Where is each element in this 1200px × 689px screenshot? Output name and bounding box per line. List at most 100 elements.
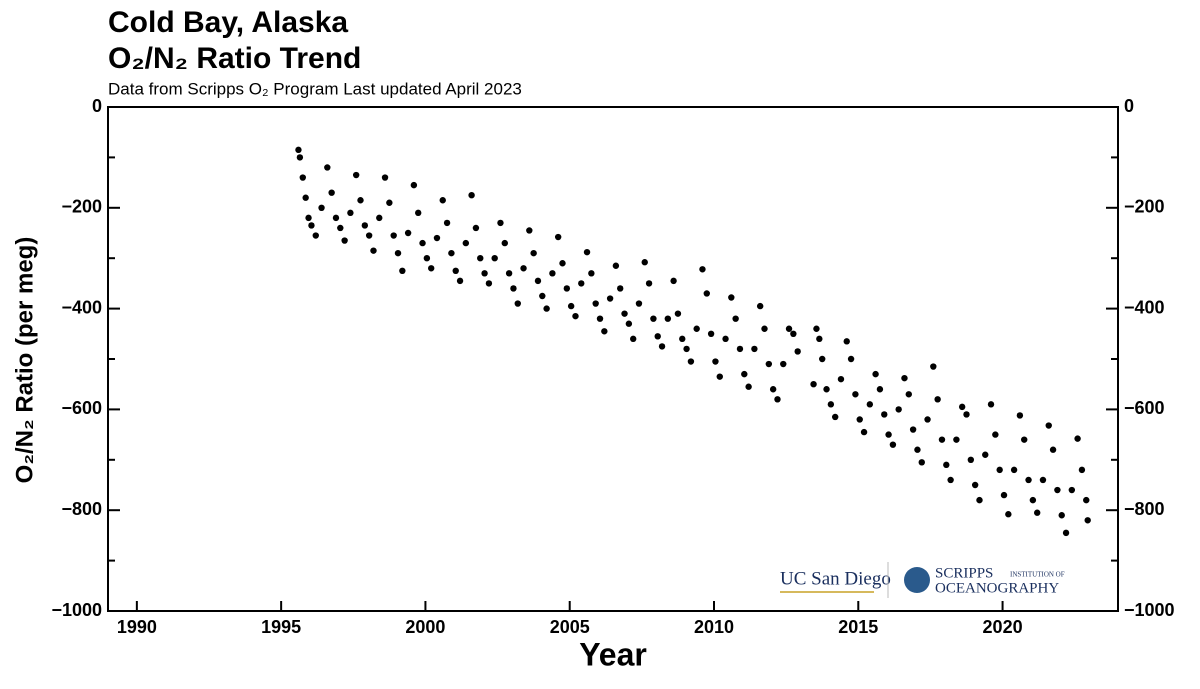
data-point (866, 401, 874, 408)
y2-tick-label: −800 (1124, 499, 1165, 519)
data-point (756, 302, 764, 310)
data-point (810, 381, 817, 388)
data-point (415, 209, 422, 217)
data-point (337, 224, 344, 232)
data-point (390, 232, 397, 239)
data-point (399, 267, 406, 274)
data-point (645, 280, 653, 287)
data-point (630, 335, 637, 343)
data-point (658, 343, 666, 350)
data-point (617, 285, 624, 292)
x-tick-label: 2005 (550, 617, 590, 637)
data-point (712, 358, 719, 365)
data-point (296, 154, 304, 161)
y2-tick-label: 0 (1124, 96, 1134, 116)
y2-tick-label: −200 (1124, 197, 1165, 217)
data-point (1078, 466, 1086, 474)
data-point (679, 335, 686, 343)
data-point (953, 436, 960, 443)
data-point (761, 325, 768, 332)
data-point (1084, 517, 1091, 524)
data-point (1058, 512, 1065, 519)
data-point (992, 431, 999, 438)
data-point (856, 416, 863, 423)
data-point (481, 270, 488, 277)
data-point (745, 383, 752, 390)
data-point (885, 431, 892, 438)
data-point (843, 338, 850, 345)
data-point (324, 164, 331, 171)
data-point (443, 219, 451, 227)
data-point (510, 285, 517, 292)
data-point (785, 325, 793, 332)
data-point (302, 194, 309, 201)
chart-subtitle: Data from Scripps O₂ Program Last update… (108, 79, 522, 98)
data-point (452, 267, 459, 274)
data-point (606, 295, 614, 302)
data-point (976, 496, 983, 504)
y-tick-label: −600 (61, 398, 102, 418)
x-tick-label: 1990 (117, 617, 157, 637)
data-point (769, 386, 777, 393)
data-point (1074, 435, 1081, 442)
plot-frame (107, 106, 1119, 612)
data-point (305, 214, 312, 222)
y-tick-label: −800 (61, 499, 102, 519)
data-point (318, 204, 325, 211)
data-point (832, 413, 839, 421)
data-point (703, 290, 710, 297)
data-point (813, 325, 820, 332)
data-point (520, 265, 527, 272)
data-point (549, 270, 556, 277)
data-point (765, 360, 773, 368)
data-point (1083, 496, 1090, 504)
logo-globe (904, 567, 930, 593)
data-point (1039, 476, 1047, 484)
data-point (572, 312, 579, 320)
data-point (837, 375, 845, 383)
data-point (901, 374, 908, 382)
data-point (934, 396, 941, 403)
data-point (588, 270, 595, 277)
data-point (308, 222, 315, 229)
data-point (433, 234, 441, 242)
x-tick-label: 2010 (694, 617, 734, 637)
data-point (563, 285, 571, 292)
x-tick-label: 1995 (261, 617, 301, 637)
data-point (365, 232, 373, 239)
data-point (621, 310, 628, 317)
data-point (299, 174, 306, 181)
data-point (592, 300, 599, 307)
data-point (477, 255, 484, 262)
data-point (895, 406, 902, 413)
data-point (683, 345, 690, 353)
data-point (641, 259, 648, 266)
data-point (357, 197, 364, 204)
data-point (376, 214, 383, 222)
data-point (924, 416, 931, 423)
data-point (1010, 466, 1018, 474)
data-point (635, 300, 643, 307)
data-point (736, 345, 744, 353)
data-point (707, 330, 715, 337)
data-point (909, 426, 917, 433)
data-point (889, 441, 897, 448)
data-point (612, 262, 620, 269)
data-point (816, 335, 823, 343)
data-point (332, 214, 340, 222)
data-point (914, 446, 921, 453)
data-point (559, 260, 566, 267)
data-point (448, 249, 455, 257)
data-point (687, 358, 695, 365)
data-point (485, 280, 493, 287)
data-point (654, 333, 661, 340)
data-point (722, 335, 729, 343)
data-point (790, 330, 797, 337)
data-point (971, 481, 979, 489)
data-point (312, 232, 319, 239)
data-point (664, 315, 672, 322)
y-tick-label: −1000 (51, 600, 102, 620)
x-tick-label: 2020 (983, 617, 1023, 637)
data-point (732, 315, 739, 322)
